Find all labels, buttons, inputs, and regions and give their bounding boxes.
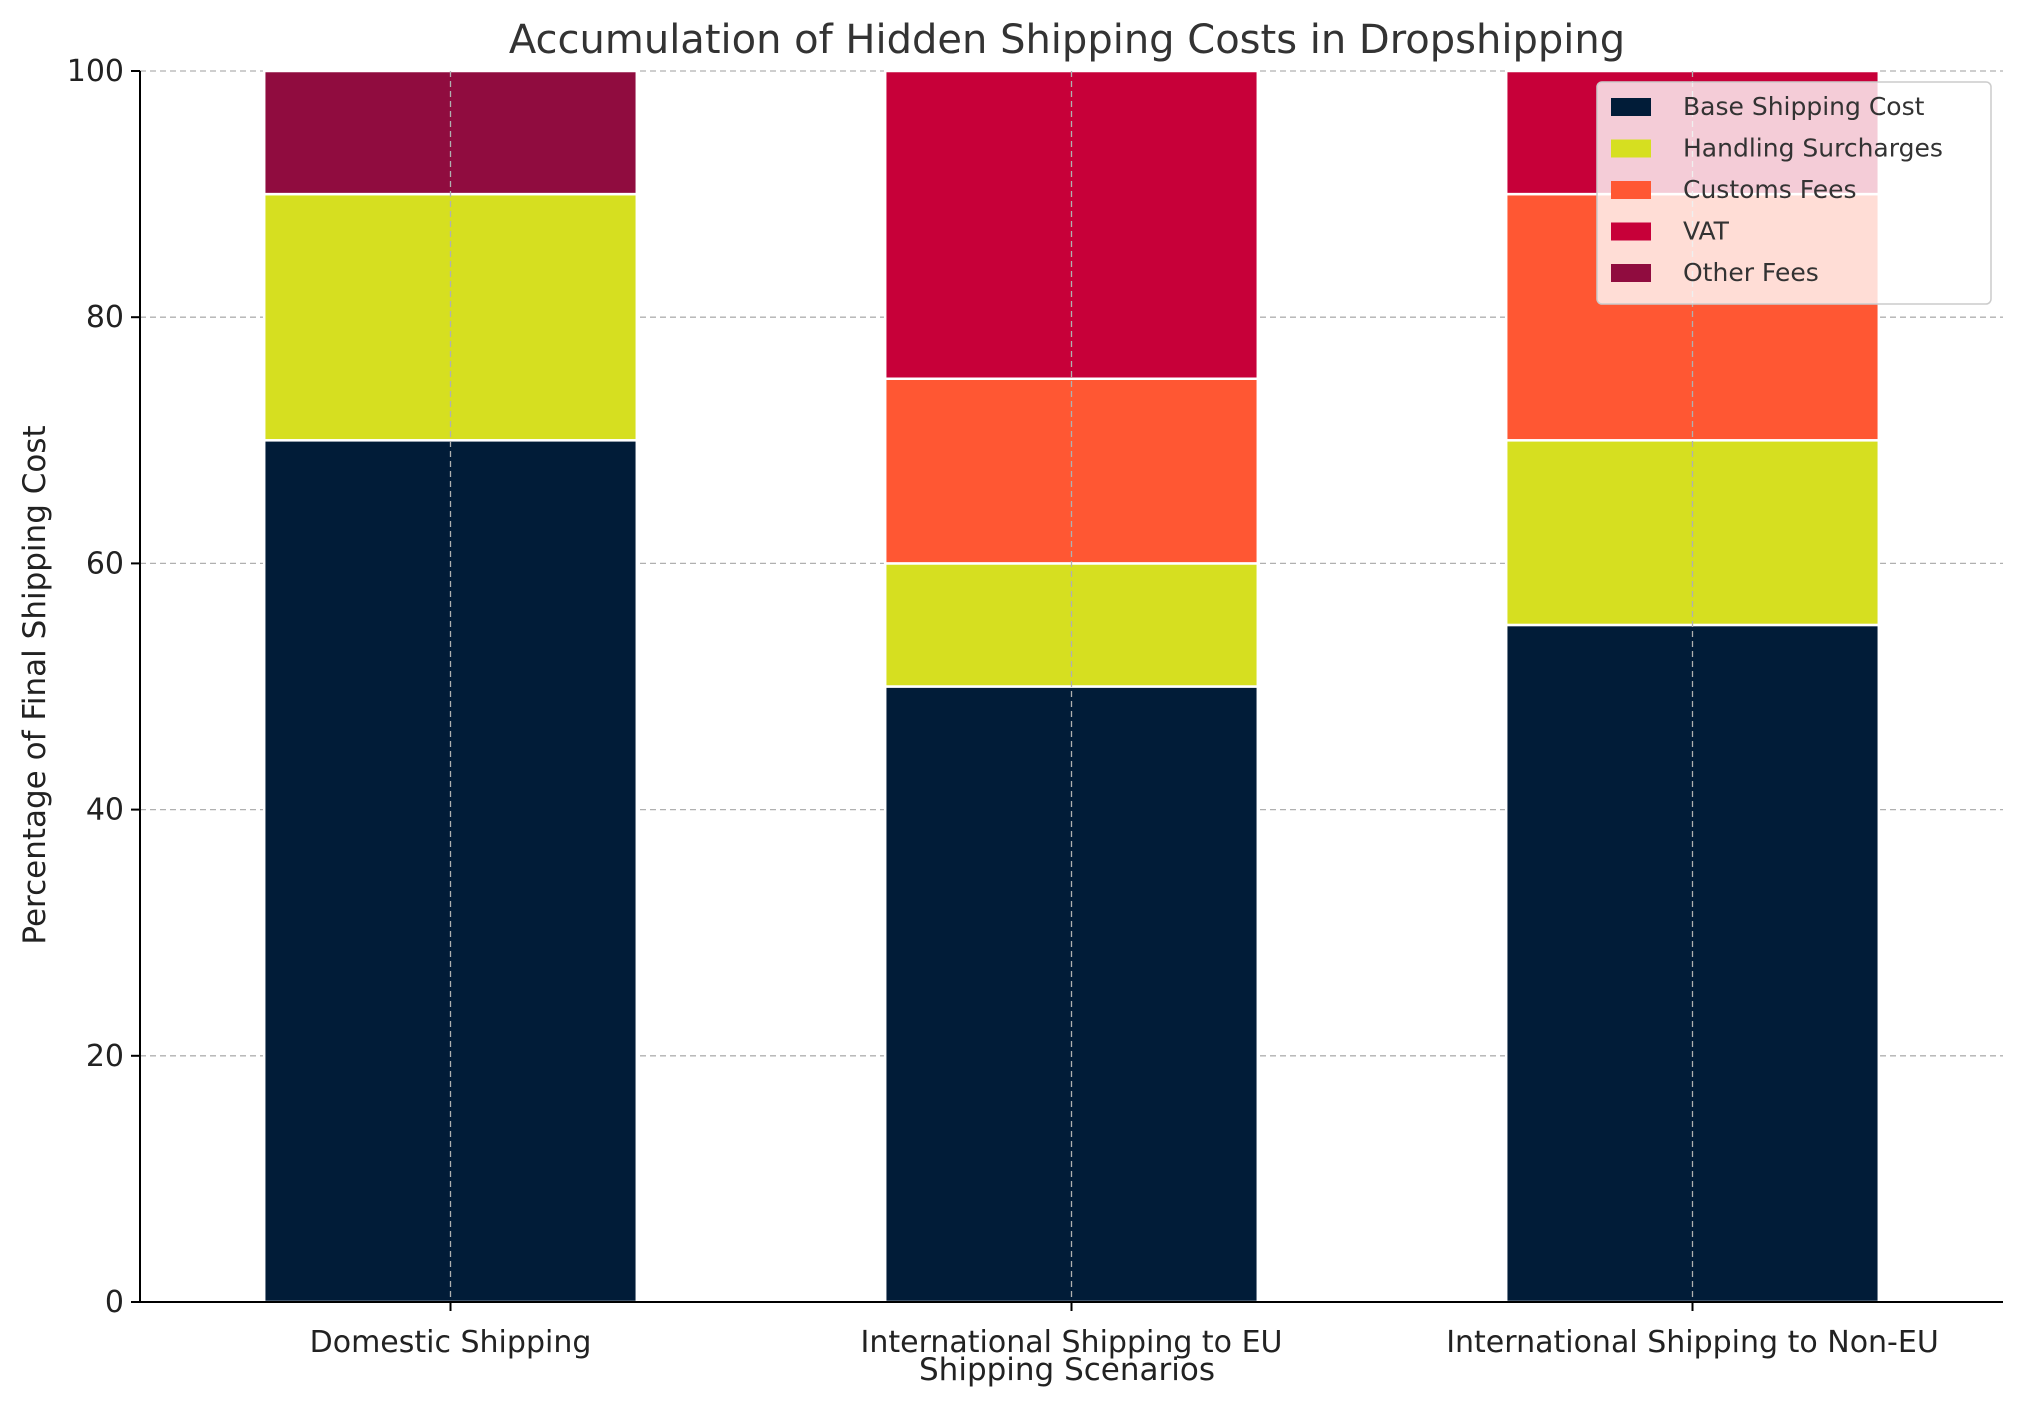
x-tick-label: International Shipping to Non-EU (1446, 1325, 1939, 1360)
x-ticks: Domestic Shipping International Shipping … (310, 1302, 1939, 1360)
x-tick-label: International Shipping to EU (861, 1325, 1283, 1360)
y-tick-label: 60 (86, 546, 124, 581)
legend: Base Shipping Cost Handling Surcharges Cus… (1596, 81, 1992, 305)
legend-swatch (1611, 181, 1651, 199)
chart-title: Accumulation of Hidden Shipping Costs in… (509, 17, 1625, 63)
legend-swatch (1611, 98, 1651, 116)
legend-label: Customs Fees (1683, 175, 1857, 204)
x-tick-label: Domestic Shipping (310, 1325, 592, 1360)
legend-swatch (1611, 222, 1651, 241)
legend-swatch (1611, 264, 1651, 282)
y-tick-label: 20 (86, 1039, 124, 1074)
y-tick-label: 80 (86, 300, 124, 335)
y-axis-label: Percentage of Final Shipping Cost (17, 425, 53, 944)
y-tick-label: 40 (86, 793, 124, 828)
legend-label: VAT (1683, 217, 1730, 246)
legend-label: Other Fees (1683, 258, 1819, 287)
y-tick-label: 100 (67, 54, 124, 89)
x-axis-label: Shipping Scenarios (919, 1352, 1215, 1388)
y-tick-label: 0 (105, 1285, 124, 1320)
legend-box (1596, 81, 1992, 305)
legend-swatch (1611, 139, 1651, 158)
y-ticks: 0 20 40 60 80 100 (67, 54, 140, 1320)
legend-label: Base Shipping Cost (1683, 92, 1925, 121)
legend-label: Handling Surcharges (1683, 134, 1943, 163)
